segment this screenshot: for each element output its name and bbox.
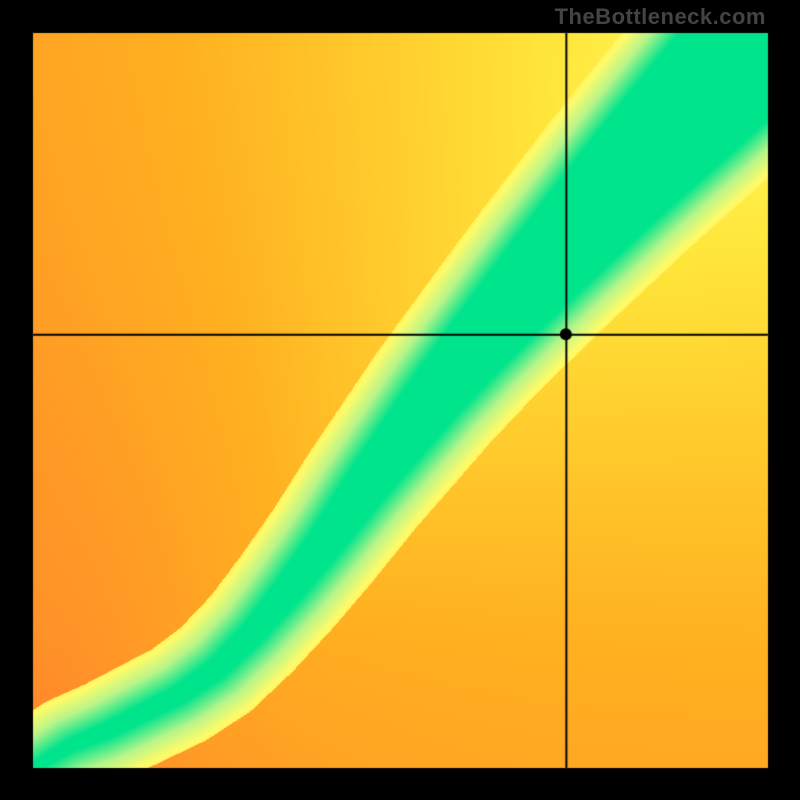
watermark-text: TheBottleneck.com xyxy=(555,4,766,30)
crosshair-overlay-canvas xyxy=(0,0,800,800)
